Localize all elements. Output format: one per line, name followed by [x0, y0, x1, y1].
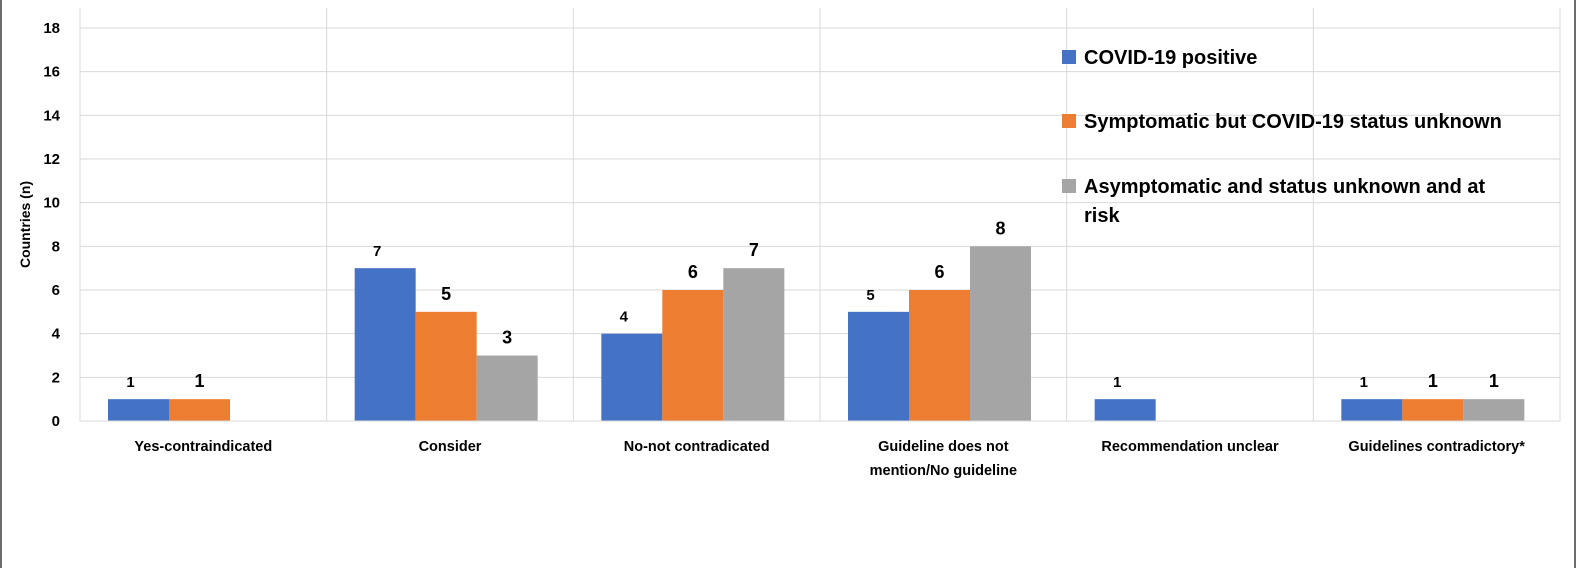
data-label: 7 — [749, 240, 759, 260]
y-tick-label: 14 — [43, 107, 60, 124]
y-tick-label: 12 — [43, 151, 60, 168]
bar — [108, 399, 169, 421]
bar — [1402, 399, 1464, 421]
data-label: 1 — [1428, 371, 1438, 391]
category-label-line: Guidelines contradictory* — [1348, 439, 1525, 455]
data-label: 7 — [373, 243, 381, 260]
y-tick-label: 10 — [43, 195, 60, 212]
bar — [723, 268, 785, 421]
bar — [848, 311, 909, 421]
legend-label-line: COVID-19 positive — [1084, 47, 1257, 69]
y-tick-label: 4 — [52, 326, 61, 343]
bar — [662, 290, 724, 421]
y-tick-label: 18 — [43, 20, 60, 37]
legend-label: COVID-19 positive — [1084, 47, 1257, 69]
data-label: 1 — [1113, 374, 1121, 391]
legend-swatch — [1062, 50, 1076, 64]
data-label: 4 — [620, 309, 629, 326]
category-label: Guideline does not mention/No guideline — [870, 439, 1017, 479]
legend-swatch — [1062, 179, 1076, 193]
data-label: 5 — [441, 284, 451, 304]
data-label: 1 — [126, 374, 134, 391]
category-label-line: Yes-contraindicated — [134, 439, 272, 455]
category-label-line: mention/No guideline — [870, 463, 1017, 479]
legend-label-line: Asymptomatic and status unknown and at — [1084, 176, 1486, 198]
bar — [601, 333, 663, 421]
y-tick-label: 8 — [52, 238, 60, 255]
category-label: Guidelines contradictory* — [1348, 439, 1525, 455]
data-label: 1 — [1489, 371, 1499, 391]
bar — [970, 246, 1031, 421]
data-label: 1 — [1360, 374, 1368, 391]
category-label: No-not contradicated — [624, 439, 770, 455]
y-tick-label: 16 — [43, 64, 60, 81]
category-label-line: No-not contradicated — [624, 439, 770, 455]
bar — [169, 399, 230, 421]
category-label: Yes-contraindicated — [134, 439, 272, 455]
bar — [415, 311, 477, 421]
data-label: 3 — [502, 328, 512, 348]
y-tick-label: 6 — [52, 282, 60, 299]
category-label-line: Recommendation unclear — [1101, 439, 1279, 455]
data-label: 1 — [194, 371, 204, 391]
data-label: 6 — [934, 262, 944, 282]
legend-swatch — [1062, 114, 1076, 128]
bar — [476, 355, 538, 421]
legend-label: Asymptomatic and status unknown and at ri… — [1084, 176, 1486, 227]
y-tick-label: 2 — [52, 369, 60, 386]
y-tick-label: 0 — [52, 413, 60, 430]
data-label: 8 — [995, 218, 1005, 238]
category-label-line: Consider — [419, 439, 482, 455]
legend-label-line: risk — [1084, 205, 1120, 227]
category-label: Recommendation unclear — [1101, 439, 1279, 455]
data-label: 6 — [688, 262, 698, 282]
bar — [909, 290, 970, 421]
bar — [1094, 399, 1156, 421]
legend-label-line: Symptomatic but COVID-19 status unknown — [1084, 111, 1502, 133]
bar — [1341, 399, 1403, 421]
bar — [1463, 399, 1525, 421]
data-label: 5 — [866, 287, 874, 304]
category-label: Consider — [419, 439, 482, 455]
legend-label: Symptomatic but COVID-19 status unknown — [1084, 111, 1502, 133]
category-label-line: Guideline does not — [878, 439, 1009, 455]
y-axis-label: Countries (n) — [17, 181, 33, 268]
bar — [354, 268, 416, 421]
